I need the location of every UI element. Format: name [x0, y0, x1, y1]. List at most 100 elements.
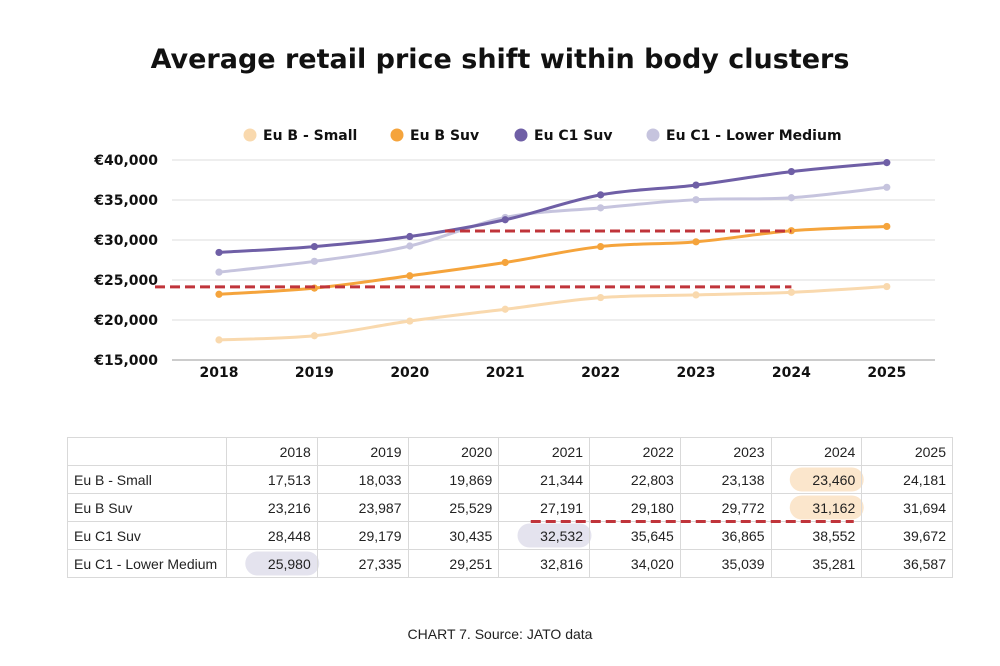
data-point-eu-b-small: [406, 317, 414, 325]
x-tick-label: 2025: [867, 365, 906, 381]
table-cell: 36,865: [679, 521, 772, 550]
table-cell: 35,281: [770, 549, 863, 578]
x-tick-label: 2023: [677, 365, 716, 381]
table-cell: 32,532: [498, 521, 590, 550]
data-point-eu-c1-lower-medium: [692, 196, 700, 204]
table-cell: 24,181: [861, 465, 953, 494]
table-cell: 18,033: [316, 465, 409, 494]
data-point-eu-b-suv: [597, 242, 605, 251]
data-point-eu-b-small: [215, 336, 223, 344]
table-row-label: Eu C1 Suv: [67, 521, 227, 550]
data-point-eu-b-suv: [406, 272, 414, 280]
data-point-eu-b-small: [883, 282, 891, 291]
table-cell: 27,335: [316, 549, 409, 578]
data-point-eu-c1-suv: [215, 248, 223, 257]
data-point-eu-b-suv: [215, 290, 223, 298]
table-row: Eu C1 - Lower Medium 25,980 27,335 29,251 32…: [67, 549, 953, 578]
x-tick-label: 2019: [295, 365, 334, 381]
table-cell: 30,435: [407, 521, 500, 550]
table-cell: 28,448: [226, 521, 318, 550]
table-cell: 23,987: [316, 493, 409, 522]
legend-marker-eu-c1-lower-medium: [646, 128, 660, 142]
data-point-eu-c1-suv: [787, 167, 796, 176]
data-point-eu-c1-suv: [501, 216, 509, 224]
table-cell: 36,587: [861, 549, 953, 578]
data-point-eu-b-small: [692, 291, 700, 299]
table-cell: 19,869: [407, 465, 500, 494]
legend-label-eu-c1-suv: Eu C1 Suv: [534, 128, 612, 144]
x-tick-label: 2021: [486, 365, 525, 381]
y-tick-label: €20,000: [93, 313, 158, 329]
legend-label-eu-c1-lower-medium: Eu C1 - Lower Medium: [666, 128, 842, 144]
x-tick-label: 2024: [772, 365, 811, 381]
line-chart: €15,000 €20,000 €25,000 €30,000 €35,000 €40,0…: [93, 128, 935, 381]
chart-source: CHART 7. Source: JATO data: [407, 626, 593, 642]
table-corner-cell: [67, 437, 227, 466]
y-tick-label: €30,000: [93, 233, 158, 249]
table-header-year: 2025: [861, 437, 953, 466]
table-cell: 38,552: [770, 521, 863, 550]
table-cell: 29,179: [316, 521, 409, 550]
series-line-eu-b-small: [218, 285, 887, 342]
x-tick-label: 2020: [390, 365, 429, 381]
table-cell: 34,020: [589, 549, 681, 578]
table-cell: 29,180: [589, 493, 681, 522]
data-table-wrapper: 2018 2019 2020 2021 2022 2023 2024 2025 Eu B - …: [67, 437, 953, 578]
table-header-year: 2019: [316, 437, 409, 466]
table-cell: 25,980: [226, 549, 318, 578]
data-point-eu-c1-suv: [883, 159, 891, 167]
data-table: 2018 2019 2020 2021 2022 2023 2024 2025 Eu B - …: [67, 437, 953, 578]
table-cell: 23,138: [679, 465, 772, 494]
table-header-year: 2018: [226, 437, 318, 466]
y-tick-label: €25,000: [93, 273, 158, 289]
data-point-eu-b-small: [787, 288, 796, 296]
table-row-label: Eu B Suv: [67, 493, 227, 522]
table-row: Eu B - Small 17,513 18,033 19,869 21,344 22,8…: [67, 465, 953, 494]
table-row: Eu B Suv 23,216 23,987 25,529 27,191 29,180 29…: [67, 493, 953, 522]
data-point-eu-c1-lower-medium: [787, 194, 796, 202]
y-tick-label: €40,000: [93, 153, 158, 169]
legend-marker-eu-c1-suv: [514, 128, 528, 142]
y-tick-label: €35,000: [93, 193, 158, 209]
table-cell: 23,460: [770, 465, 863, 494]
data-point-eu-b-suv: [692, 238, 700, 246]
data-point-eu-b-small: [310, 332, 318, 340]
table-row-label: Eu B - Small: [67, 465, 227, 494]
table-header-year: 2020: [407, 437, 500, 466]
table-cell: 29,772: [679, 493, 772, 522]
table-header-year: 2022: [589, 437, 681, 466]
data-point-eu-c1-suv: [692, 181, 700, 189]
table-cell: 29,251: [407, 549, 500, 578]
data-point-eu-c1-suv: [406, 232, 414, 241]
series-line-eu-c1-suv: [218, 161, 887, 254]
legend-label-eu-b-small: Eu B - Small: [263, 128, 357, 144]
table-cell: 23,216: [226, 493, 318, 522]
x-tick-label: 2022: [581, 365, 620, 381]
data-point-eu-b-small: [501, 305, 509, 313]
table-header-year: 2021: [498, 437, 590, 466]
legend-label-eu-b-suv: Eu B Suv: [410, 128, 479, 144]
legend-marker-eu-b-small: [243, 128, 257, 142]
table-header-row: 2018 2019 2020 2021 2022 2023 2024 2025: [67, 437, 953, 466]
y-tick-label: €15,000: [93, 353, 158, 369]
table-cell: 27,191: [498, 493, 590, 522]
data-point-eu-c1-lower-medium: [597, 204, 605, 212]
table-cell: 21,344: [498, 465, 590, 494]
table-header-year: 2023: [679, 437, 772, 466]
data-point-eu-c1-suv: [310, 242, 318, 251]
data-point-eu-c1-lower-medium: [406, 242, 414, 250]
table-cell: 31,162: [770, 493, 863, 522]
series-line-eu-c1-lower-medium: [218, 185, 887, 274]
data-point-eu-c1-lower-medium: [215, 268, 223, 276]
data-point-eu-c1-lower-medium: [883, 183, 891, 191]
table-cell: 39,672: [861, 521, 953, 550]
table-cell: 32,816: [498, 549, 590, 578]
data-point-eu-c1-lower-medium: [310, 257, 318, 265]
chart-title: Average retail price shift within body c…: [150, 44, 850, 75]
table-row-label: Eu C1 - Lower Medium: [67, 549, 227, 578]
x-tick-label: 2018: [200, 365, 239, 381]
table-header-year: 2024: [770, 437, 863, 466]
data-point-eu-b-suv: [883, 222, 891, 231]
data-point-eu-b-suv: [501, 258, 509, 267]
table-cell: 25,529: [407, 493, 500, 522]
